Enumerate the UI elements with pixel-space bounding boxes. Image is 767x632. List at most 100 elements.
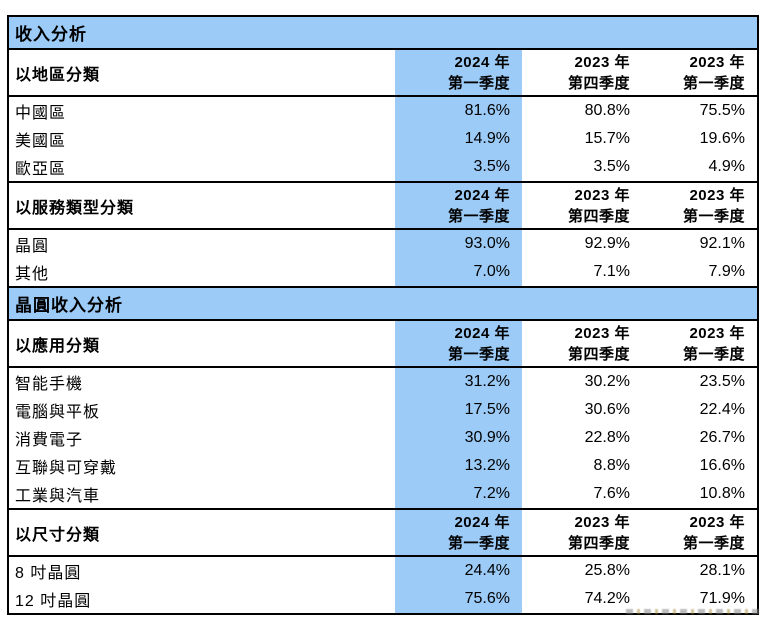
col-header-line2: 第一季度 xyxy=(682,207,745,225)
col-header-2023q1: 2023 年 第一季度 xyxy=(642,508,758,557)
section-band-title: 晶圓收入分析 xyxy=(8,286,758,321)
col-header-2024q1: 2024 年 第一季度 xyxy=(395,48,522,97)
col-header-line2: 第一季度 xyxy=(682,74,745,92)
value-2024q1: 75.6% xyxy=(395,585,522,614)
value-2023q1: 75.5% xyxy=(699,102,745,119)
value-2023q1: 16.6% xyxy=(699,457,745,474)
section-band-title: 收入分析 xyxy=(8,15,758,50)
value-2023q1: 7.9% xyxy=(708,263,745,280)
table-row: 智能手機 31.2% 30.2% 23.5% xyxy=(8,367,758,396)
value-2024q1: 7.0% xyxy=(395,258,522,287)
value-2023q1: 22.4% xyxy=(699,401,745,418)
value-2024q1: 3.5% xyxy=(395,153,522,182)
col-header-2024q1: 2024 年 第一季度 xyxy=(395,181,522,230)
col-header-2023q4: 2023 年 第四季度 xyxy=(522,48,642,97)
value-2023q4: 30.2% xyxy=(584,373,630,390)
col-header-line1: 2023 年 xyxy=(689,186,745,204)
col-header-line2: 第四季度 xyxy=(567,74,630,92)
value-2023q1: 23.5% xyxy=(699,373,745,390)
table-row: 歐亞區 3.5% 3.5% 4.9% xyxy=(8,153,758,182)
row-label: 12 吋晶圓 xyxy=(15,593,92,610)
value-2024q1: 17.5% xyxy=(395,396,522,424)
value-2023q4: 8.8% xyxy=(593,457,630,474)
value-2023q4: 80.8% xyxy=(584,102,630,119)
col-header-line2: 第四季度 xyxy=(567,207,630,225)
table-row: 工業與汽車 7.2% 7.6% 10.8% xyxy=(8,480,758,509)
col-header-line2: 第一季度 xyxy=(447,345,510,363)
value-2024q1: 81.6% xyxy=(395,96,522,125)
col-header-line1: 2023 年 xyxy=(574,513,630,531)
group-header-row-by-service-type: 以服務類型分類 2024 年 第一季度 2023 年 第四季度 2023 年 第… xyxy=(8,181,758,230)
row-label: 中國區 xyxy=(15,105,67,122)
value-2023q4: 7.6% xyxy=(593,485,630,502)
value-2024q1: 30.9% xyxy=(395,424,522,452)
group-header-label: 以尺寸分類 xyxy=(8,508,395,557)
row-label: 其他 xyxy=(15,266,50,283)
col-header-line2: 第一季度 xyxy=(447,74,510,92)
table-row: 電腦與平板 17.5% 30.6% 22.4% xyxy=(8,396,758,424)
col-header-line1: 2024 年 xyxy=(454,324,510,342)
row-label: 智能手機 xyxy=(15,376,84,393)
value-2023q4: 25.8% xyxy=(584,562,630,579)
value-2023q1: 19.6% xyxy=(699,130,745,147)
row-label: 晶圓 xyxy=(15,238,50,255)
table-row: 美國區 14.9% 15.7% 19.6% xyxy=(8,125,758,153)
col-header-line2: 第四季度 xyxy=(567,534,630,552)
value-2023q1: 92.1% xyxy=(699,235,745,252)
col-header-line1: 2023 年 xyxy=(689,324,745,342)
section-band-wafer-revenue: 晶圓收入分析 xyxy=(8,286,758,321)
row-label: 互聯與可穿戴 xyxy=(15,460,118,477)
group-header-label: 以服務類型分類 xyxy=(8,181,395,230)
col-header-line1: 2024 年 xyxy=(454,186,510,204)
col-header-2023q4: 2023 年 第四季度 xyxy=(522,319,642,368)
group-header-row-by-region: 以地區分類 2024 年 第一季度 2023 年 第四季度 2023 年 第一季… xyxy=(8,48,758,97)
table-row: 12 吋晶圓 75.6% 74.2% 71.9% xyxy=(8,585,758,614)
col-header-line2: 第一季度 xyxy=(682,534,745,552)
value-2023q1: 26.7% xyxy=(699,429,745,446)
value-2023q4: 92.9% xyxy=(584,235,630,252)
col-header-2023q1: 2023 年 第一季度 xyxy=(642,181,758,230)
table-row: 其他 7.0% 7.1% 7.9% xyxy=(8,258,758,287)
col-header-2023q4: 2023 年 第四季度 xyxy=(522,508,642,557)
group-header-label: 以地區分類 xyxy=(8,48,395,97)
value-2023q4: 7.1% xyxy=(593,263,630,280)
value-2023q4: 30.6% xyxy=(584,401,630,418)
col-header-line1: 2023 年 xyxy=(689,53,745,71)
table-row: 消費電子 30.9% 22.8% 26.7% xyxy=(8,424,758,452)
row-label: 消費電子 xyxy=(15,432,84,449)
col-header-2023q4: 2023 年 第四季度 xyxy=(522,181,642,230)
col-header-line1: 2024 年 xyxy=(454,513,510,531)
row-label: 工業與汽車 xyxy=(15,488,101,505)
revenue-analysis-table: 收入分析 以地區分類 2024 年 第一季度 2023 年 第四季度 2023 … xyxy=(7,15,759,615)
value-2024q1: 93.0% xyxy=(395,229,522,258)
value-2023q4: 22.8% xyxy=(584,429,630,446)
group-header-row-by-application: 以應用分類 2024 年 第一季度 2023 年 第四季度 2023 年 第一季… xyxy=(8,319,758,368)
group-header-row-by-size: 以尺寸分類 2024 年 第一季度 2023 年 第四季度 2023 年 第一季… xyxy=(8,508,758,557)
col-header-line1: 2023 年 xyxy=(574,324,630,342)
group-header-label: 以應用分類 xyxy=(8,319,395,368)
table-row: 中國區 81.6% 80.8% 75.5% xyxy=(8,96,758,125)
value-2023q1: 28.1% xyxy=(699,562,745,579)
col-header-line1: 2024 年 xyxy=(454,53,510,71)
value-2023q4: 15.7% xyxy=(584,130,630,147)
col-header-line1: 2023 年 xyxy=(689,513,745,531)
value-2024q1: 14.9% xyxy=(395,125,522,153)
value-2023q1: 10.8% xyxy=(699,485,745,502)
row-label: 8 吋晶圓 xyxy=(15,565,82,582)
col-header-line2: 第四季度 xyxy=(567,345,630,363)
value-2023q1: 4.9% xyxy=(708,158,745,175)
col-header-2024q1: 2024 年 第一季度 xyxy=(395,508,522,557)
col-header-line2: 第一季度 xyxy=(447,207,510,225)
value-2024q1: 13.2% xyxy=(395,452,522,480)
col-header-line1: 2023 年 xyxy=(574,53,630,71)
value-2023q1: 71.9% xyxy=(699,590,745,607)
col-header-2023q1: 2023 年 第一季度 xyxy=(642,48,758,97)
col-header-2024q1: 2024 年 第一季度 xyxy=(395,319,522,368)
row-label: 美國區 xyxy=(15,133,67,150)
section-band-revenue: 收入分析 xyxy=(8,15,758,50)
value-2024q1: 7.2% xyxy=(395,480,522,509)
table-row: 互聯與可穿戴 13.2% 8.8% 16.6% xyxy=(8,452,758,480)
table-row: 8 吋晶圓 24.4% 25.8% 28.1% xyxy=(8,556,758,585)
table-row: 晶圓 93.0% 92.9% 92.1% xyxy=(8,229,758,258)
watermark xyxy=(626,609,760,614)
